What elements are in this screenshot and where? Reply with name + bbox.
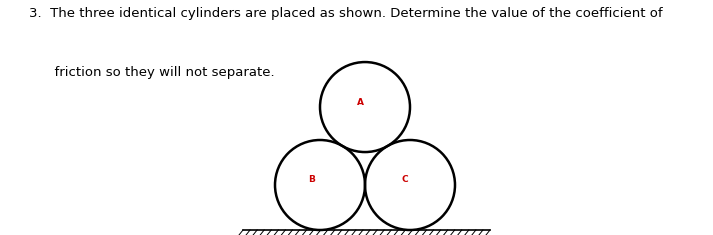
Text: C: C: [401, 176, 409, 184]
Text: 3.  The three identical cylinders are placed as shown. Determine the value of th: 3. The three identical cylinders are pla…: [29, 7, 662, 20]
Text: A: A: [356, 98, 364, 106]
Text: B: B: [309, 176, 315, 184]
Text: friction so they will not separate.: friction so they will not separate.: [29, 66, 274, 79]
